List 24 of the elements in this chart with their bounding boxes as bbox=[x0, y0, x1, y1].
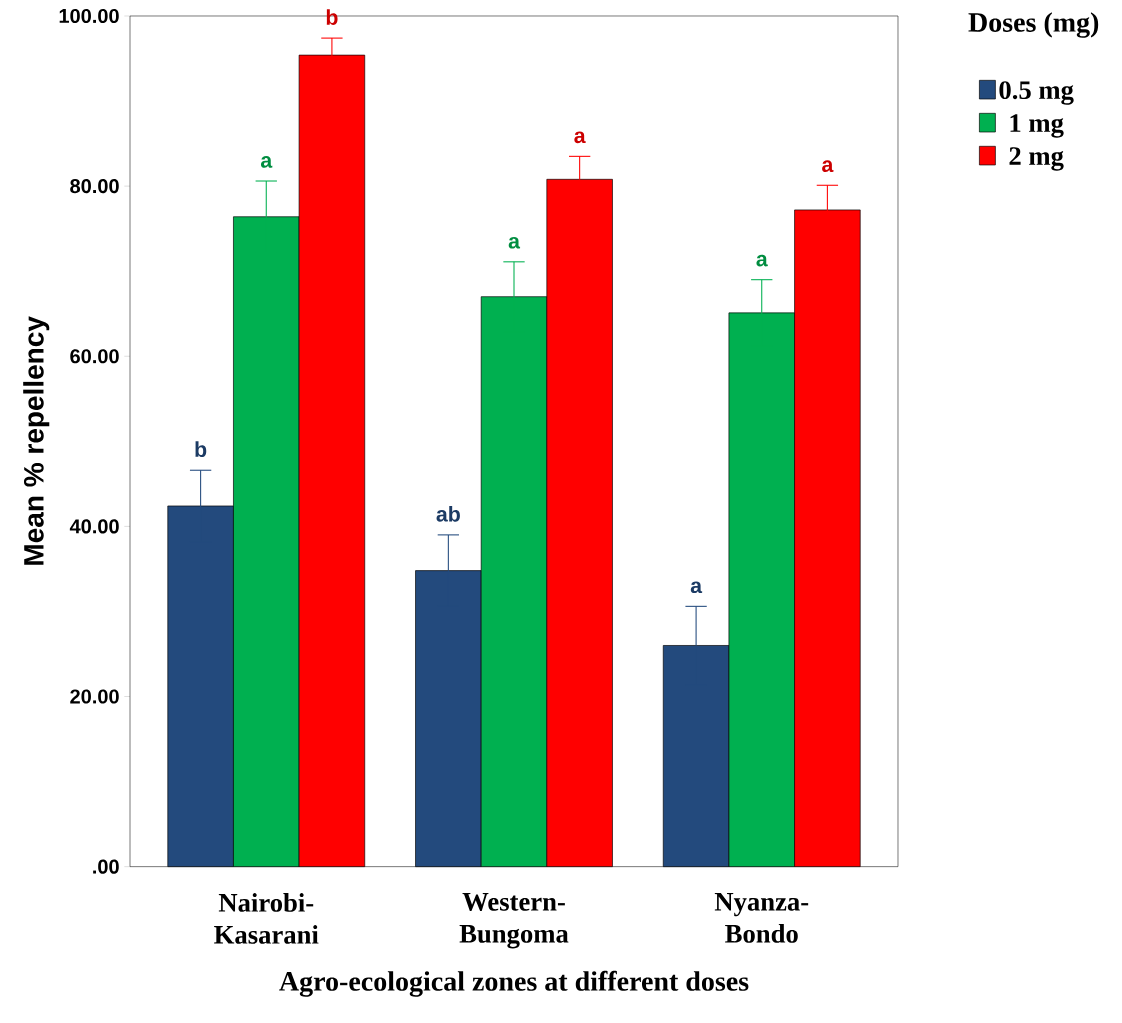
y-axis-title: Mean % repellency bbox=[23, 316, 50, 565]
y-tick-label: 100.00 bbox=[59, 9, 119, 24]
annotation: b bbox=[195, 441, 207, 458]
x-tick-label: Nyanza-Bondo bbox=[714, 893, 809, 943]
annotation: a bbox=[574, 131, 586, 144]
legend-label: 2 mg bbox=[1009, 147, 1064, 171]
annotation: a bbox=[508, 237, 521, 249]
y-tick-label: .00 bbox=[93, 859, 119, 874]
annotation: a bbox=[260, 156, 273, 168]
y-tick-label: 20.00 bbox=[70, 689, 119, 704]
annotation: ab bbox=[436, 506, 460, 522]
y-tick-label: 80.00 bbox=[70, 179, 119, 194]
annotation: a bbox=[822, 160, 834, 173]
annotation: b bbox=[326, 9, 338, 26]
y-tick-label: 40.00 bbox=[69, 519, 119, 534]
legend-label: 0.5 mg bbox=[999, 81, 1074, 105]
x-tick-label: Western-Bungoma bbox=[459, 893, 569, 949]
x-tick-label: Nairobi-Kasarani bbox=[214, 893, 319, 944]
legend-title: Doses (mg) bbox=[968, 12, 1099, 38]
annotation: a bbox=[690, 581, 703, 594]
legend-label: 1 mg bbox=[1010, 114, 1064, 138]
y-tick-label: 60.00 bbox=[70, 349, 119, 364]
x-axis-title: Agro-ecological zones at different doses bbox=[279, 971, 749, 997]
annotation: a bbox=[756, 254, 768, 267]
